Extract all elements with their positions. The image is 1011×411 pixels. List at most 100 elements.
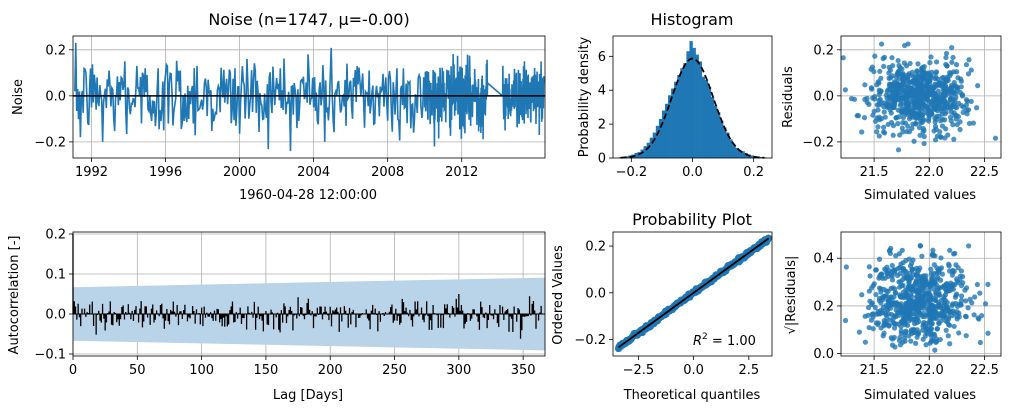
histogram-bar (661, 110, 666, 158)
residuals-point (953, 90, 959, 97)
residuals-point (866, 101, 872, 108)
sqrt-residuals-point (947, 247, 953, 253)
probplot-ytick-label: 0.0 (585, 286, 606, 301)
sqrt-residuals-point (908, 338, 914, 344)
residuals-point (905, 123, 911, 129)
sqrt-residuals-marks (842, 242, 991, 353)
sqrt-residuals-point (937, 285, 943, 291)
residuals-point (934, 99, 940, 106)
residuals-point (881, 124, 887, 130)
sqrt-residuals-point (891, 302, 897, 308)
sqrt-residuals-point (985, 330, 991, 336)
sqrt-residuals-point (934, 339, 940, 345)
residuals-point (885, 98, 891, 105)
residuals-point (938, 118, 944, 124)
residuals-point (901, 87, 907, 93)
residuals-point (942, 117, 948, 123)
residuals-point (921, 133, 927, 140)
sqrt-residuals-ticks: 21.5 22.0 22.5 0.0 0.2 0.4 (813, 252, 999, 378)
residuals-point (932, 137, 939, 143)
sqrt-residuals-point (909, 267, 915, 273)
residuals-point (921, 64, 927, 70)
noise-ytick-label: 0.2 (45, 43, 66, 58)
sqrt-residuals-point (958, 268, 965, 274)
sqrt-residuals-point (867, 273, 873, 279)
sqrt-residuals-point (866, 324, 872, 331)
sqrt-residuals-point (916, 267, 922, 274)
residuals-point (966, 57, 972, 63)
sqrt-residuals-point (903, 269, 909, 275)
sqrt-residuals-point (902, 331, 908, 337)
residuals-point (926, 107, 933, 113)
sqrt-residuals-point (947, 322, 953, 328)
histogram-bar (729, 139, 733, 158)
sqrt-residuals-point (880, 304, 887, 310)
residuals-point (948, 109, 955, 115)
sqrt-residuals-point (911, 326, 917, 332)
sqrt-residuals-point (946, 283, 952, 289)
sqrt-residuals-point (862, 339, 868, 345)
histogram-bar (735, 147, 739, 158)
residuals-point (933, 59, 940, 65)
residuals-point (891, 79, 898, 85)
residuals-point (875, 124, 881, 130)
noise-ytick-label: 0.0 (45, 89, 66, 104)
sqrt-residuals-point (913, 299, 920, 305)
residuals-point (939, 123, 946, 129)
sqrt-residuals-point (904, 291, 910, 297)
histogram-bar (671, 88, 675, 158)
residuals-point (945, 104, 952, 110)
residuals-point (920, 73, 926, 79)
histogram-ytick-label: 4 (598, 84, 606, 99)
sqrt-residuals-point (873, 267, 879, 273)
residuals-point (912, 73, 918, 79)
sqrt-residuals-point (922, 291, 929, 297)
residuals-point (889, 55, 895, 61)
residuals-point (963, 97, 970, 103)
sqrt-residuals-point (887, 317, 894, 323)
residuals-point (956, 100, 962, 106)
sqrt-residuals-point (891, 334, 897, 341)
sqrt-residuals-point (979, 313, 985, 319)
residuals-point (965, 107, 972, 113)
sqrt-residuals-point (966, 243, 972, 249)
residuals-point (895, 147, 902, 153)
histogram-bar (689, 41, 693, 159)
histogram-xtick-label: −0.2 (616, 165, 648, 180)
sqrt-residuals-point (969, 300, 975, 306)
sqrt-residuals-point (985, 281, 991, 287)
sqrt-residuals-point (936, 320, 942, 327)
residuals-ticks: 21.5 22.0 22.5 −0.2 0.0 0.2 (802, 43, 999, 180)
noise-xtick-label: 2000 (223, 165, 256, 180)
histogram-bar (713, 105, 718, 158)
sqrt-residuals-point (906, 304, 913, 310)
residuals-point (936, 113, 942, 119)
residuals-point (897, 65, 903, 71)
sqrt-residuals-point (899, 247, 905, 253)
sqrt-residuals-xtick-label: 21.5 (860, 363, 889, 378)
sqrt-residuals-point (918, 294, 925, 301)
sqrt-residuals-point (856, 329, 863, 335)
sqrt-residuals-point (914, 306, 920, 312)
sqrt-residuals-point (933, 297, 939, 303)
sqrt-residuals-point (928, 266, 934, 272)
sqrt-residuals-point (898, 279, 904, 285)
sqrt-residuals-point (895, 265, 901, 271)
residuals-point (876, 102, 882, 108)
sqrt-residuals-point (949, 272, 955, 278)
probplot-xtick-label: 2.5 (738, 363, 759, 378)
residuals-point (872, 118, 879, 124)
residuals-point (966, 120, 973, 127)
residuals-point (900, 129, 906, 135)
residuals-point (911, 138, 917, 144)
histogram-bar (704, 80, 709, 158)
noise-ticks: 1992 1996 2000 2004 2008 2012 −0.2 0.0 0.2 (34, 43, 478, 180)
panel-noise: 1992 1996 2000 2004 2008 2012 −0.2 0.0 0.2 Noise… (11, 10, 546, 203)
sqrt-residuals-point (954, 303, 961, 310)
residuals-point (959, 93, 966, 99)
residuals-point (958, 76, 964, 82)
residuals-point (861, 115, 868, 121)
sqrt-residuals-point (907, 263, 914, 269)
residuals-point (943, 54, 949, 61)
residuals-point (874, 82, 880, 88)
